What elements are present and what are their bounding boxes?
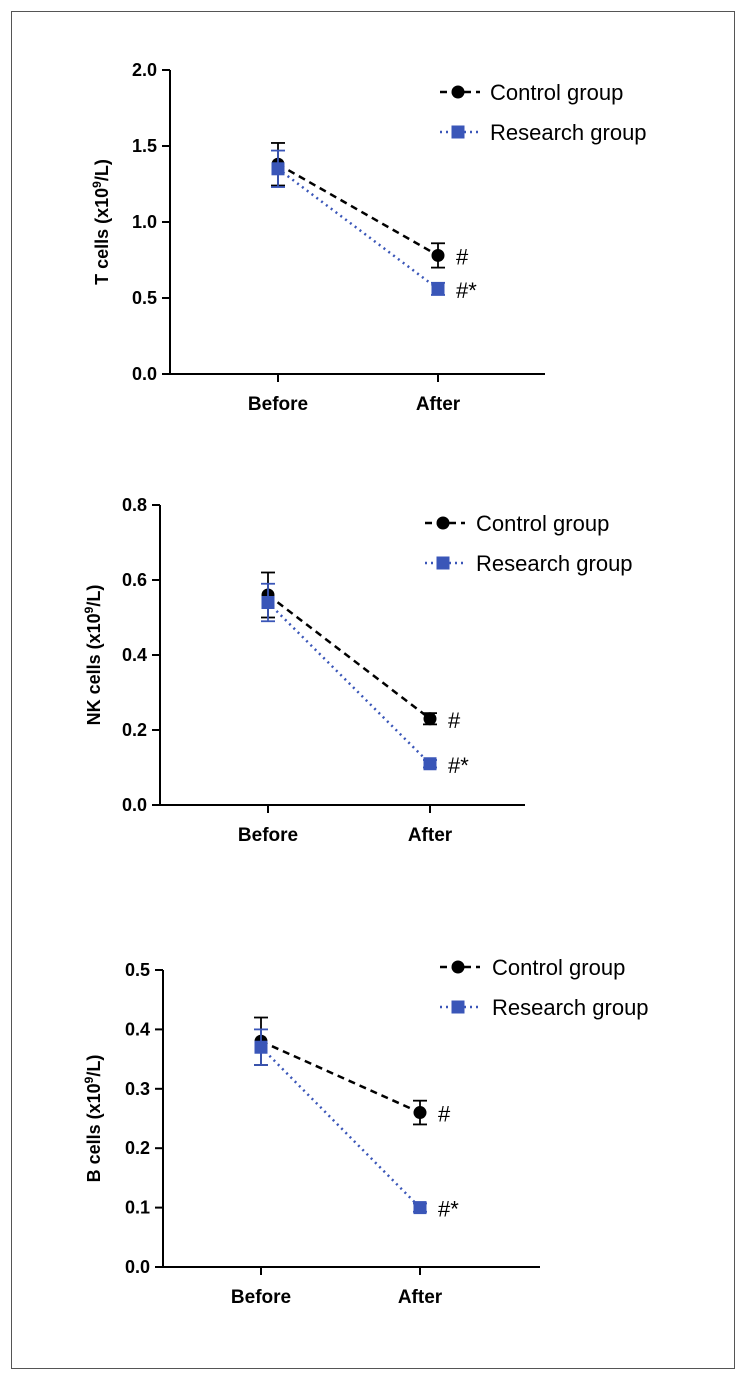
x-tick-label: After xyxy=(416,394,461,415)
y-tick-label: 0.1 xyxy=(125,1198,150,1218)
legend-marker xyxy=(451,1000,465,1014)
legend-label: Control group xyxy=(492,955,625,980)
legend-marker xyxy=(451,85,465,99)
legend-marker xyxy=(436,556,450,570)
series-line-control xyxy=(267,594,431,720)
legend-label: Control group xyxy=(476,511,609,536)
x-tick-label: After xyxy=(408,825,453,846)
chart-b-cells: 0.0 0.1 0.2 0.3 0.4 0.5 Before After B cells (x1… xyxy=(82,955,649,1308)
data-point-control xyxy=(413,1106,427,1120)
y-tick-label: 0.6 xyxy=(122,570,147,590)
y-axis-title: T cells (x109/L) xyxy=(90,159,112,285)
y-tick-label: 0.2 xyxy=(125,1138,150,1158)
data-point-research xyxy=(431,282,445,296)
y-tick-label: 1.5 xyxy=(132,136,157,156)
significance-label: # xyxy=(438,1102,451,1127)
significance-label: #* xyxy=(456,278,477,303)
y-tick-label: 0.8 xyxy=(122,495,147,515)
data-point-research xyxy=(271,162,285,176)
series-line-control xyxy=(277,163,439,257)
data-point-research xyxy=(261,596,275,609)
legend-marker xyxy=(451,125,465,139)
legend-marker xyxy=(451,960,465,974)
legend-marker xyxy=(436,516,450,530)
data-point-research xyxy=(423,757,437,771)
significance-label: #* xyxy=(448,753,469,778)
y-tick-label: 0.0 xyxy=(125,1257,150,1277)
y-tick-label: 0.0 xyxy=(122,795,147,815)
y-tick-label: 2.0 xyxy=(132,60,157,80)
y-axis-title: NK cells (x109/L) xyxy=(82,585,104,726)
x-tick-label: Before xyxy=(248,394,308,415)
y-tick-label: 0.4 xyxy=(122,645,147,665)
series-line-control xyxy=(260,1040,421,1114)
y-tick-label: 0.3 xyxy=(125,1079,150,1099)
legend-label: Control group xyxy=(490,80,623,105)
chart-t-cells: 0.0 0.5 1.0 1.5 2.0 Before After T cells (x109/… xyxy=(90,60,647,415)
legend-label: Research group xyxy=(492,995,649,1020)
series-line-research xyxy=(260,1046,421,1209)
figure-frame xyxy=(11,11,735,1369)
legend-label: Research group xyxy=(490,120,647,145)
x-tick-label: After xyxy=(398,1287,443,1308)
data-point-control xyxy=(423,712,437,726)
series-line-research xyxy=(267,601,431,765)
x-tick-label: Before xyxy=(231,1287,291,1308)
series-line-research xyxy=(277,167,439,290)
y-tick-label: 1.0 xyxy=(132,212,157,232)
significance-label: # xyxy=(456,244,469,269)
data-point-research xyxy=(254,1040,268,1054)
y-tick-label: 0.5 xyxy=(125,960,150,980)
x-tick-label: Before xyxy=(238,825,298,846)
significance-label: #* xyxy=(438,1197,459,1222)
y-tick-label: 0.0 xyxy=(132,364,157,384)
y-axis-title: B cells (x109/L) xyxy=(82,1055,104,1183)
legend-label: Research group xyxy=(476,551,633,576)
y-tick-label: 0.4 xyxy=(125,1019,150,1039)
significance-label: # xyxy=(448,708,461,733)
y-tick-label: 0.5 xyxy=(132,288,157,308)
data-point-research xyxy=(413,1201,427,1215)
y-tick-label: 0.2 xyxy=(122,720,147,740)
chart-nk-cells: 0.0 0.2 0.4 0.6 0.8 Before After NK cells (x109… xyxy=(82,495,633,846)
data-point-control xyxy=(431,248,445,262)
